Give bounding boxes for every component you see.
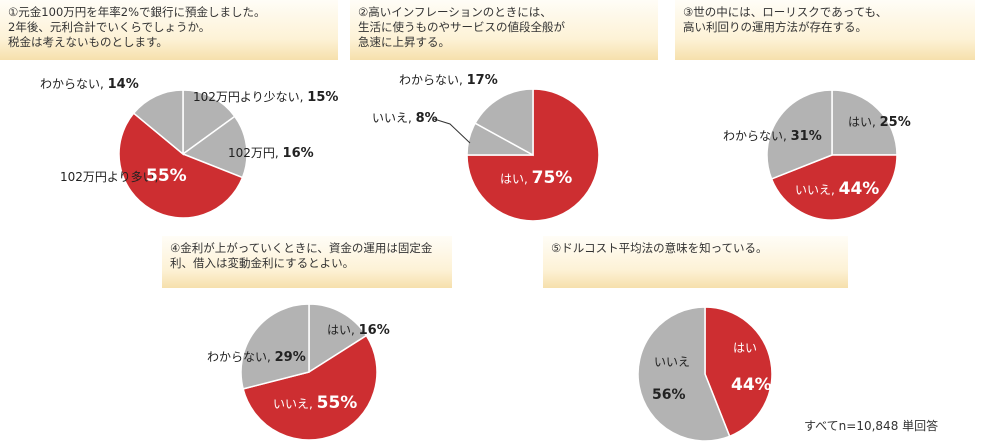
question-1-line-3: 税金は考えないものとします。 [8, 35, 168, 49]
question-2-line-3: 急速に上昇する。 [358, 35, 450, 49]
pie-chart-5: はい 44% いいえ 56% [637, 306, 773, 442]
pie-1-slice-2 [181, 115, 248, 179]
pie-2-value-3: 17% [467, 73, 498, 88]
pie-5-slice-1 [704, 306, 773, 438]
question-5-line-1: ⑤ドルコスト平均法の意味を知っている。 [551, 241, 768, 255]
pie-2-leader-line-2 [433, 118, 471, 144]
pie-3-value-1: 25% [880, 115, 911, 130]
pie-1-slice-4 [132, 89, 184, 156]
pie-1-value-1: 15% [307, 90, 338, 105]
pie-1-label-1: 102万円より少ない, 15% [193, 90, 338, 105]
question-box-3: ③世の中には、ローリスクであっても、 高い利回りの運用方法が存在する。 [675, 0, 975, 60]
question-1-line-2: 2年後、元利合計でいくらでしょうか。 [8, 20, 211, 34]
pie-2-label-1: はい, 75% [500, 168, 572, 188]
pie-chart-2: はい, 75% いいえ, 8% わからない, 17% [372, 73, 600, 222]
pie-4-value-1: 16% [359, 323, 390, 338]
question-4-line-1: ④金利が上がっていくときに、資金の運用は固定金 [170, 241, 433, 255]
pie-1-slice-1 [182, 89, 236, 156]
pie-3-slice-3 [766, 89, 833, 180]
pie-5-value-1: 44% [731, 375, 772, 395]
pie-5-label-2: いいえ [654, 355, 690, 369]
pie-3-value-2: 44% [839, 179, 880, 199]
question-box-4: ④金利が上がっていくときに、資金の運用は固定金 利、借入は変動金利にするとよい。 [162, 236, 452, 288]
pie-2-slice-3 [474, 88, 534, 157]
pie-4-value-2: 55% [317, 393, 358, 413]
pie-4-label-3: わからない, 29% [207, 350, 306, 365]
pie-5-slice-2 [637, 306, 731, 442]
pie-chart-4: はい, 16% いいえ, 55% わからない, 29% [207, 303, 390, 441]
pie-chart-3: はい, 25% いいえ, 44% わからない, 31% [723, 89, 911, 221]
question-4-line-2: 利、借入は変動金利にするとよい。 [170, 256, 355, 270]
pie-1-label-3: 102万円より多い, 55% [60, 166, 187, 186]
question-box-5: ⑤ドルコスト平均法の意味を知っている。 [543, 236, 848, 288]
pie-3-slice-2 [770, 154, 898, 221]
pie-3-label-1: はい, 25% [848, 115, 911, 130]
sample-size-note: すべてn=10,848 単回答 [804, 419, 939, 433]
pie-4-label-1: はい, 16% [327, 323, 390, 338]
question-box-2: ②高いインフレーションのときには、 生活に使うものやサービスの値段全般が 急速に… [350, 0, 658, 60]
pie-4-value-3: 29% [275, 350, 306, 365]
pie-1-label-4: わからない, 14% [40, 77, 139, 92]
pie-1-slice-3 [118, 112, 244, 219]
pie-3-label-3: わからない, 31% [723, 129, 822, 144]
pie-1-value-4: 14% [108, 77, 139, 92]
pie-4-slice-1 [308, 303, 368, 374]
pie-2-label-2: いいえ, 8% [372, 111, 438, 126]
pie-2-slice-1 [466, 88, 600, 222]
pie-3-value-3: 31% [791, 129, 822, 144]
pie-1-value-3: 55% [146, 166, 187, 186]
question-2-line-2: 生活に使うものやサービスの値段全般が [358, 20, 565, 34]
pie-5-label-1: はい [733, 341, 757, 355]
pie-2-value-1: 75% [532, 168, 573, 188]
pie-chart-1: 102万円より少ない, 15% 102万円, 16% 102万円より多い, 55% わ… [40, 77, 338, 219]
pie-3-slice-1 [831, 89, 898, 156]
question-2-line-1: ②高いインフレーションのときには、 [358, 5, 552, 19]
pie-2-value-2: 8% [416, 111, 438, 126]
question-3-line-2: 高い利回りの運用方法が存在する。 [683, 20, 867, 34]
pie-1-value-2: 16% [283, 146, 314, 161]
pie-1-label-2: 102万円, 16% [228, 146, 314, 161]
question-1-line-1: ①元金100万円を年率2%で銀行に預金しました。 [8, 5, 266, 19]
question-3-line-1: ③世の中には、ローリスクであっても、 [683, 5, 888, 19]
pie-3-label-2: いいえ, 44% [795, 179, 879, 199]
pie-4-label-2: いいえ, 55% [273, 393, 357, 413]
pie-2-label-3: わからない, 17% [399, 73, 498, 88]
pie-5-value-2: 56% [652, 387, 686, 403]
question-box-1: ①元金100万円を年率2%で銀行に預金しました。 2年後、元利合計でいくらでしょ… [0, 0, 338, 60]
pie-4-slice-2 [242, 334, 378, 441]
pie-4-slice-3 [240, 303, 310, 390]
